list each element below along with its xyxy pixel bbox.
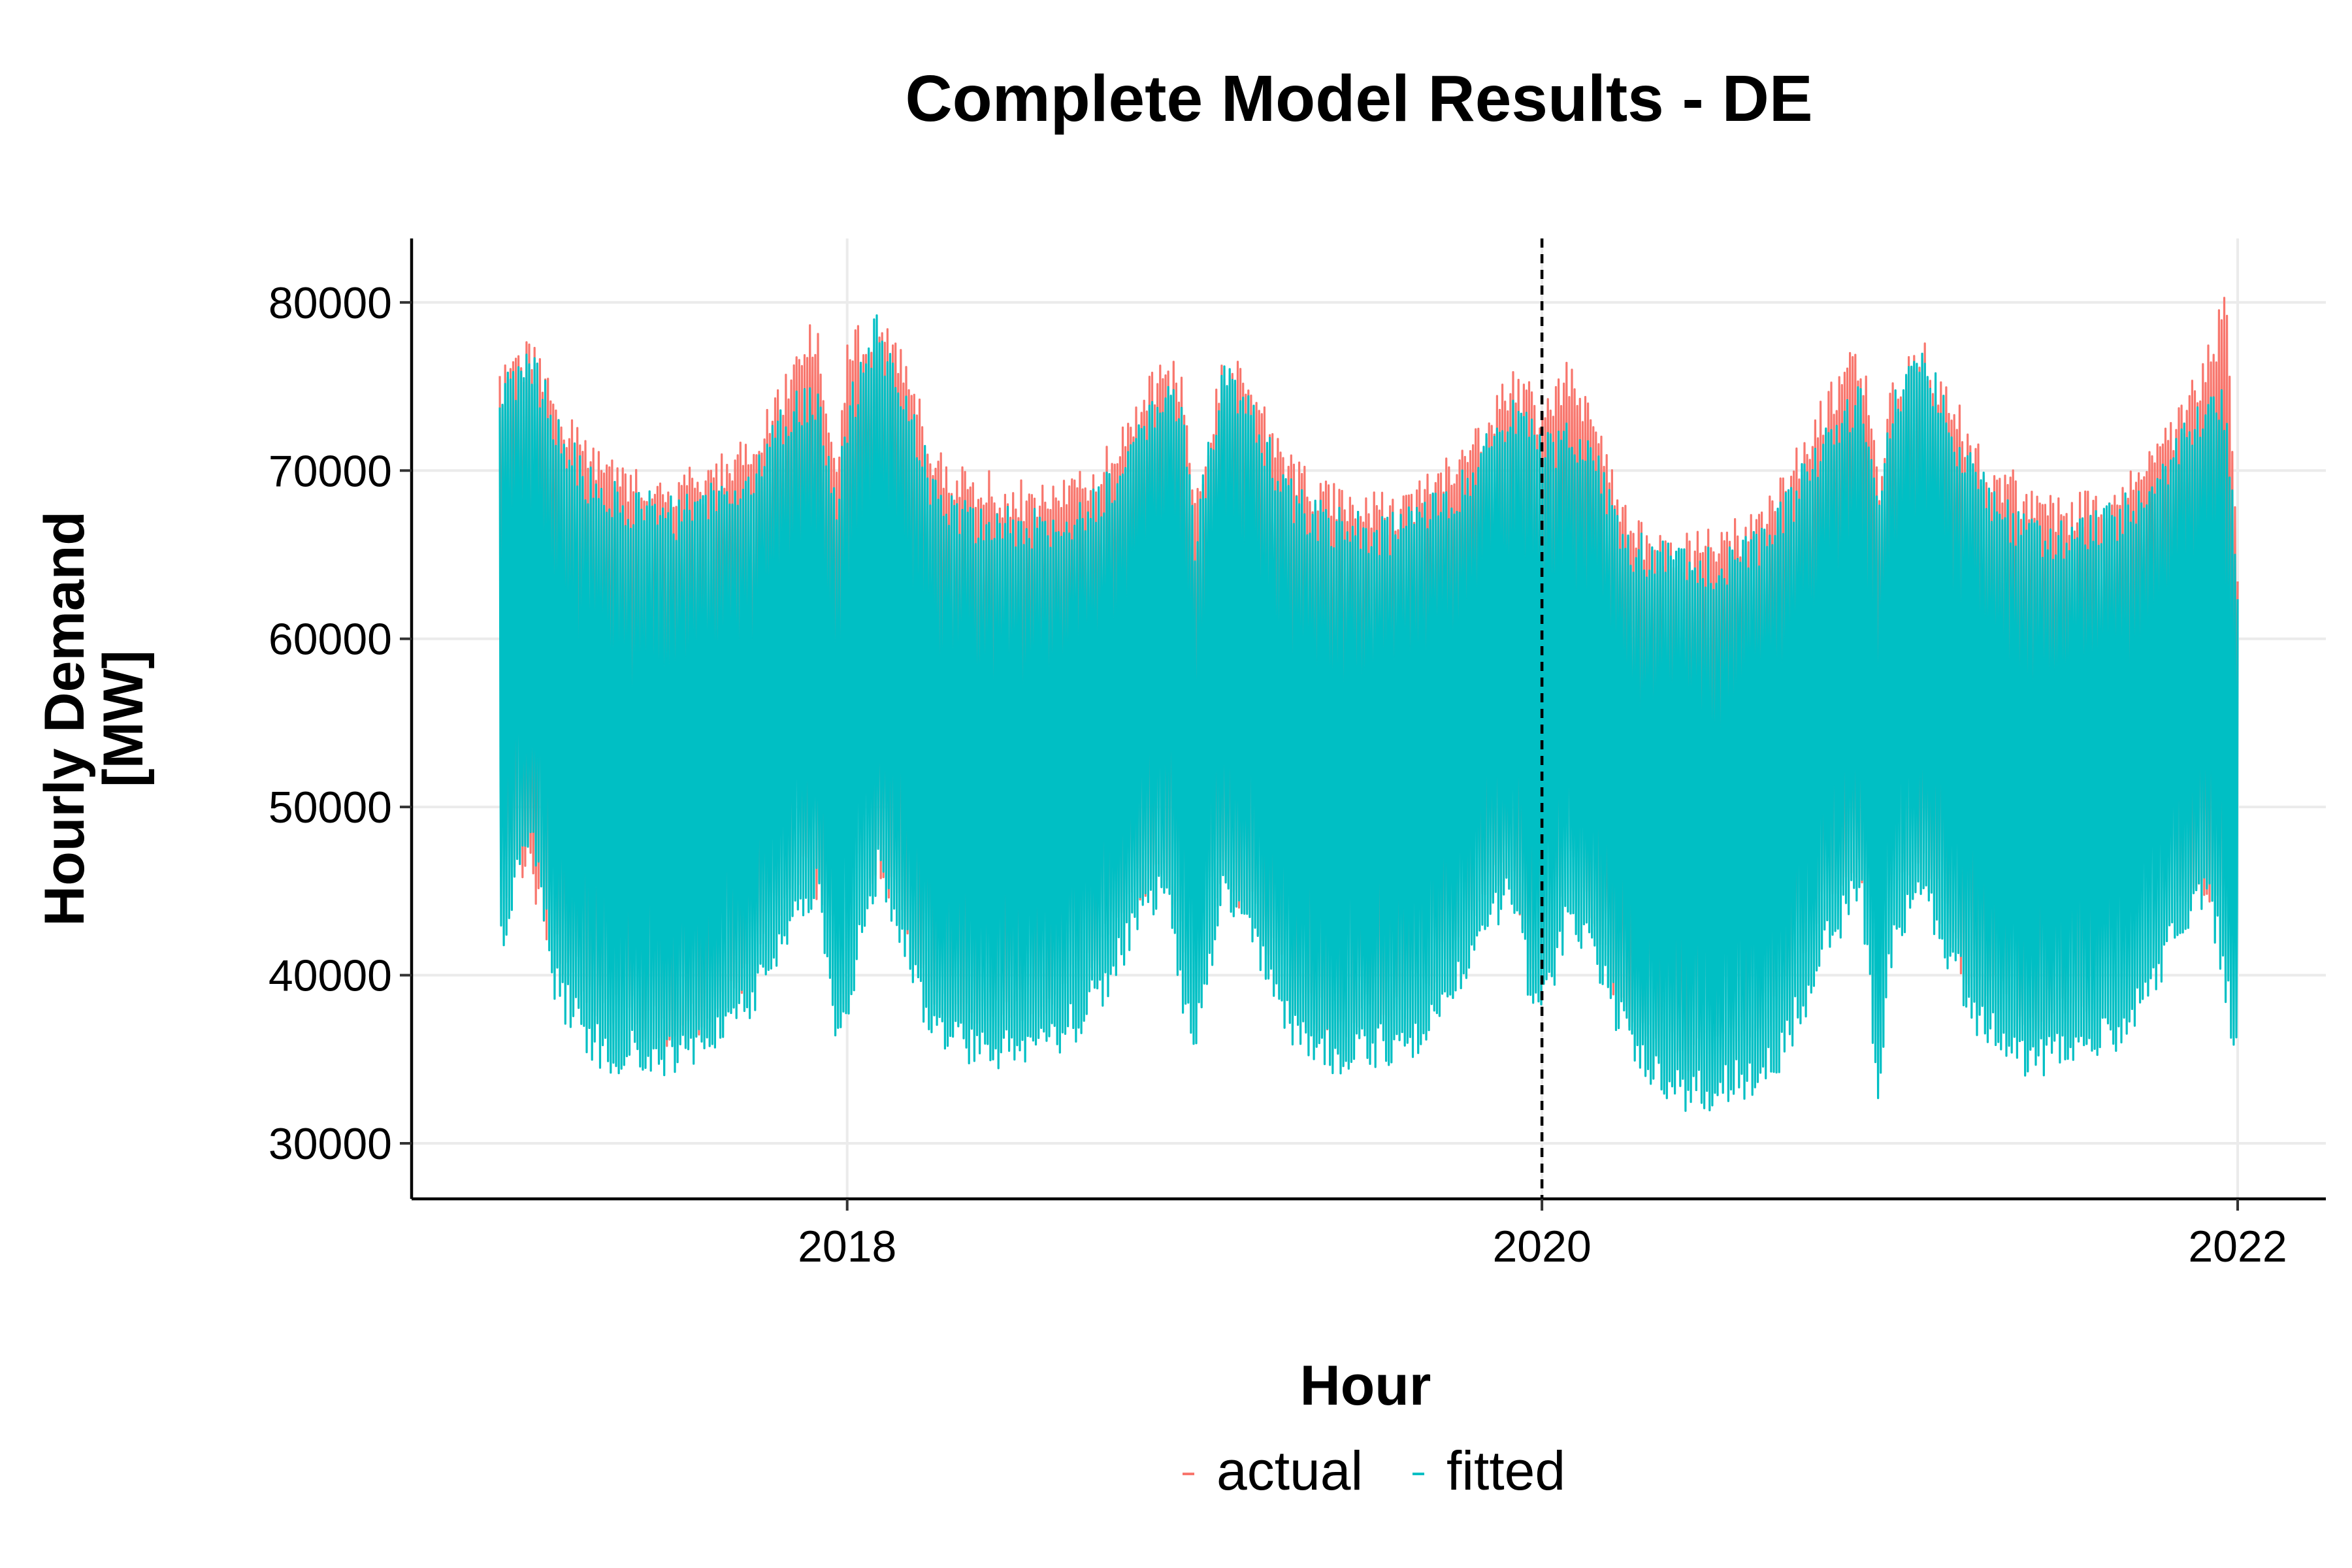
y-axis-title-line-2: [MW] [92,650,155,787]
y-tick-label: 70000 [269,446,392,496]
x-axis-title: Hour [1300,1354,1431,1417]
y-tick-label: 40000 [269,951,392,1001]
chart-title: Complete Model Results - DE [905,62,1812,135]
x-tick-label: 2018 [798,1222,896,1271]
x-tick-label: 2022 [2188,1222,2287,1271]
legend-label-fitted: fitted [1446,1440,1565,1501]
x-tick-label: 2020 [1492,1222,1591,1271]
plot-area [498,297,2239,1112]
axes: 30000 40000 50000 60000 70000 80000 2018 2020 20… [269,238,2326,1271]
y-tick-label: 80000 [269,278,392,328]
series-line-fitted [498,314,2239,1112]
legend: actual fitted [1183,1440,1565,1501]
y-tick-label: 30000 [269,1119,392,1169]
y-axis-title-line-1: Hourly Demand [33,511,96,926]
legend-label-actual: actual [1217,1440,1363,1501]
y-tick-label: 60000 [269,615,392,664]
y-axis-title: Hourly Demand [MW] [33,511,155,926]
y-tick-label: 50000 [269,783,392,832]
